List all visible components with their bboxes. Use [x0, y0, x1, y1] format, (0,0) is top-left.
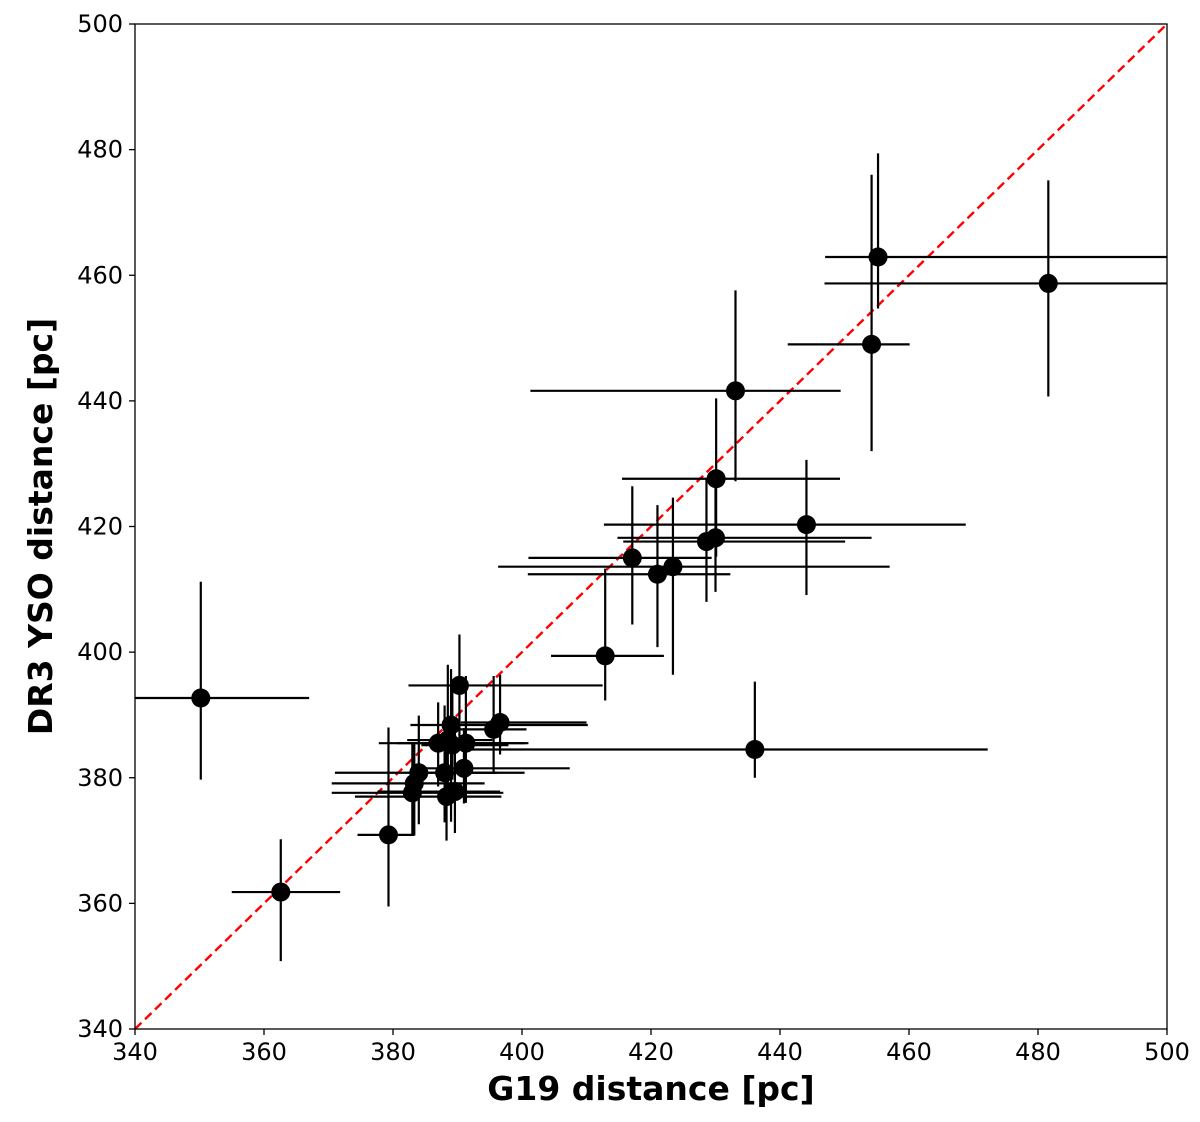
x-tick-label: 460: [886, 1038, 932, 1066]
reference-line-layer: [134, 23, 1168, 1030]
data-point: [595, 646, 615, 666]
error-bars-layer: [135, 153, 1167, 962]
x-tick-label: 400: [499, 1038, 545, 1066]
x-tick-label: 480: [1015, 1038, 1061, 1066]
y-tick-label: 480: [77, 136, 123, 164]
y-tick-label: 380: [77, 764, 123, 792]
data-point: [796, 515, 816, 535]
x-tick-label: 420: [628, 1038, 674, 1066]
y-tick-label: 440: [77, 387, 123, 415]
data-point: [490, 712, 510, 732]
data-point: [868, 247, 888, 267]
data-point: [378, 825, 398, 845]
y-axis-label: DR3 YSO distance [pc]: [21, 318, 60, 735]
x-tick-label: 340: [112, 1038, 158, 1066]
data-point: [663, 557, 683, 577]
data-point: [271, 882, 291, 902]
y-tick-label: 460: [77, 261, 123, 289]
y-tick-label: 420: [77, 513, 123, 541]
data-point: [441, 715, 461, 735]
x-tick-label: 360: [241, 1038, 287, 1066]
data-point: [706, 469, 726, 489]
ticks-layer: 340 360 380 400 420 440 460 480 500 340 360 380 400 4…: [77, 10, 1190, 1066]
data-point: [745, 739, 765, 759]
x-tick-label: 500: [1144, 1038, 1190, 1066]
data-point: [409, 763, 429, 783]
data-point: [725, 381, 745, 401]
data-point: [454, 758, 474, 778]
x-tick-label: 380: [370, 1038, 416, 1066]
y-tick-label: 360: [77, 889, 123, 917]
points-layer: [191, 247, 1058, 902]
data-point: [449, 675, 469, 695]
data-point: [862, 334, 882, 354]
x-tick-label: 440: [757, 1038, 803, 1066]
data-point: [191, 688, 211, 708]
data-point: [706, 528, 725, 548]
y-tick-label: 500: [77, 10, 123, 38]
x-axis-label: G19 distance [pc]: [487, 1069, 814, 1108]
data-point: [1038, 273, 1058, 293]
data-point: [456, 733, 476, 753]
y-tick-label: 400: [77, 638, 123, 666]
data-point: [435, 763, 455, 783]
data-point: [445, 782, 465, 802]
y-tick-label: 340: [77, 1015, 123, 1043]
reference-line: [134, 23, 1168, 1030]
data-point: [622, 548, 642, 568]
data-point: [647, 564, 667, 584]
